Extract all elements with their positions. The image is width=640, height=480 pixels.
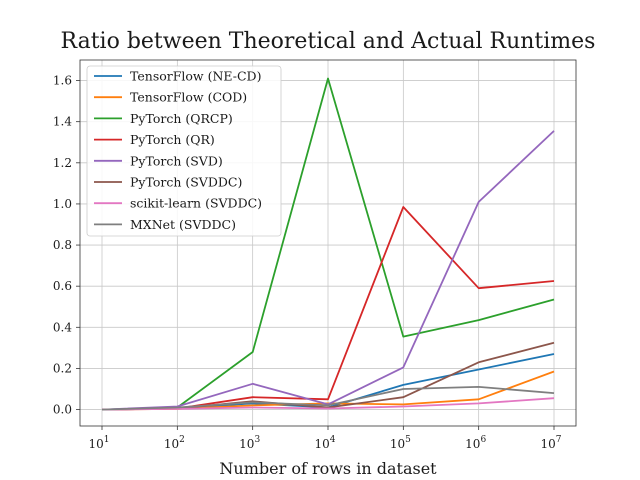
chart-title: Ratio between Theoretical and Actual Run…	[61, 29, 596, 54]
x-axis-label: Number of rows in dataset	[219, 459, 437, 478]
legend-box	[86, 65, 282, 237]
legend-label: scikit-learn (SVDDC)	[130, 196, 262, 211]
series-line-scikit-learn-svddc	[101, 397, 555, 411]
x-tick-label: 105	[390, 435, 411, 451]
y-tick-label: 0.0	[53, 403, 72, 417]
legend-label: PyTorch (SVDDC)	[130, 175, 242, 190]
legend-label: PyTorch (QRCP)	[130, 111, 233, 126]
series-line-mxnet-svddc	[101, 385, 555, 411]
x-tick-label: 107	[540, 435, 561, 451]
legend-label: PyTorch (SVD)	[130, 153, 223, 168]
x-tick-label: 102	[164, 435, 185, 451]
legend-label: TensorFlow (NE-CD)	[130, 69, 261, 84]
y-tick-label: 1.6	[53, 74, 72, 88]
y-tick-label: 1.4	[53, 115, 72, 129]
x-tick-label: 106	[465, 435, 486, 451]
axis-ticks: 101 102 103 104 105 106 107 0.0 0.2 0.4 0.6 0.8 1.0 1…	[53, 74, 562, 451]
series-lines	[101, 77, 555, 411]
y-tick-label: 1.2	[53, 156, 72, 170]
legend-label: MXNet (SVDDC)	[130, 217, 236, 232]
legend: TensorFlow (NE-CD) TensorFlow (COD) PyTorc…	[86, 65, 282, 237]
legend-label: PyTorch (QR)	[130, 132, 215, 147]
y-tick-label: 0.8	[53, 238, 72, 252]
y-tick-label: 1.0	[53, 197, 72, 211]
grid-lines	[80, 60, 576, 426]
x-tick-label: 101	[88, 435, 109, 451]
x-tick-label: 104	[314, 435, 335, 451]
y-tick-label: 0.6	[53, 279, 72, 293]
series-line-pytorch-svd	[101, 130, 555, 411]
y-tick-label: 0.2	[53, 361, 72, 375]
legend-label: TensorFlow (COD)	[130, 90, 247, 105]
y-tick-label: 0.4	[53, 320, 72, 334]
x-tick-label: 103	[239, 435, 260, 451]
